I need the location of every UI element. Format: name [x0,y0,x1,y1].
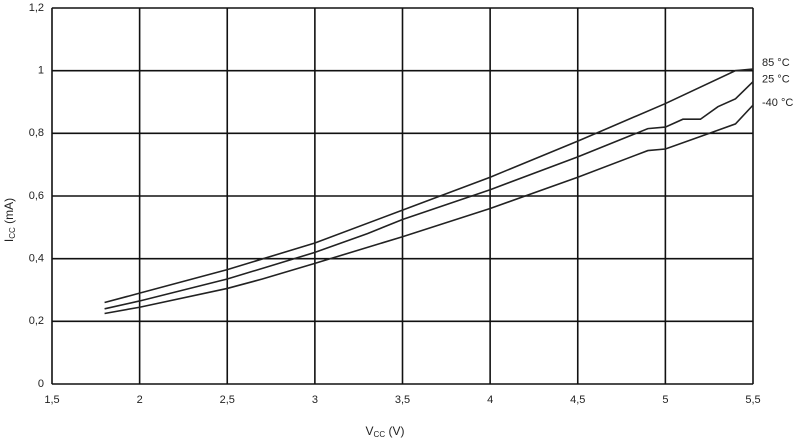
y-label-sub: CC [8,227,17,239]
x-tick-label: 2,5 [220,394,235,406]
series-line [104,81,754,310]
x-label-sub: CC [374,430,386,439]
legend-label: 85 °C [762,57,790,69]
y-tick-label: 1,2 [29,2,44,14]
y-axis-label: ICC (mA) [2,198,17,242]
series-line [104,68,754,304]
y-tick-label: 0,4 [29,253,44,265]
x-label-main: V [366,424,374,438]
y-tick-label: 0 [38,378,44,390]
y-label-main: I [2,239,16,242]
x-label-unit: (V) [385,424,404,438]
x-tick-label: 4 [487,394,493,406]
x-tick-label: 4,5 [570,394,585,406]
y-tick-label: 0,2 [29,315,44,327]
legend-label: -40 °C [762,97,793,109]
legend-label: 25 °C [762,74,790,86]
x-tick-label: 3,5 [395,394,410,406]
x-tick-label: 5 [662,394,668,406]
y-tick-label: 0,6 [29,190,44,202]
y-tick-label: 0,8 [29,127,44,139]
y-tick-label: 1 [38,65,44,77]
y-label-unit: (mA) [2,198,16,227]
x-tick-label: 5,5 [745,394,760,406]
x-axis-label: VCC (V) [366,424,405,439]
series-line [104,104,754,315]
x-tick-label: 3 [312,394,318,406]
x-tick-label: 2 [137,394,143,406]
x-tick-label: 1,5 [44,394,59,406]
